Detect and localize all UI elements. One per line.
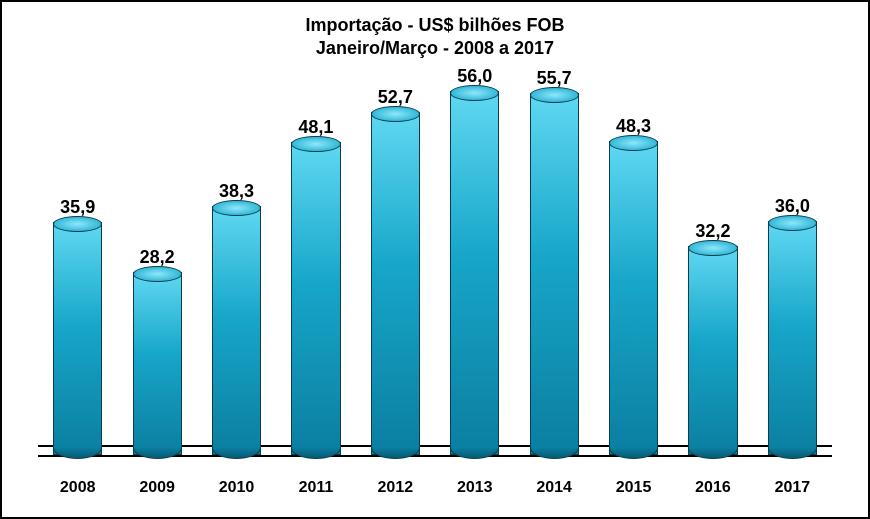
bar-slot: 32,2 [673,65,752,455]
bar [450,91,499,455]
bar [53,222,102,455]
bars-row: 35,9 28,2 38,3 48,1 52,7 56,0 55,7 48,3 32,2 36,0 [38,65,832,457]
bar [688,246,737,455]
chart-frame: Importação - US$ bilhões FOB Janeiro/Mar… [0,0,870,519]
category-label: 2016 [673,479,752,497]
bar-slot: 56,0 [435,65,514,455]
category-label: 2010 [197,479,276,497]
bar-slot: 55,7 [514,65,593,455]
bar [291,142,340,455]
chart-title-line2: Janeiro/Março - 2008 a 2017 [38,37,832,60]
category-label: 2015 [594,479,673,497]
category-label: 2009 [117,479,196,497]
bar-slot: 36,0 [753,65,832,455]
bar-slot: 28,2 [117,65,196,455]
bar [609,141,658,455]
category-label: 2017 [753,479,832,497]
bar-value-label: 36,0 [775,196,810,217]
bar-value-label: 48,3 [616,116,651,137]
chart-title: Importação - US$ bilhões FOB Janeiro/Mar… [38,14,832,59]
plot-area: 35,9 28,2 38,3 48,1 52,7 56,0 55,7 48,3 32,2 36,0… [38,65,832,497]
bar-slot: 35,9 [38,65,117,455]
bar [768,221,817,455]
bar-slot: 48,3 [594,65,673,455]
chart-title-line1: Importação - US$ bilhões FOB [38,14,832,37]
bar-slot: 52,7 [356,65,435,455]
category-label: 2012 [356,479,435,497]
bar-value-label: 56,0 [457,66,492,87]
bar [530,93,579,455]
bar-value-label: 28,2 [140,247,175,268]
category-label: 2014 [514,479,593,497]
bar-value-label: 38,3 [219,181,254,202]
bar-value-label: 55,7 [537,68,572,89]
bar-value-label: 32,2 [695,221,730,242]
bar [371,112,420,455]
bar-value-label: 35,9 [60,197,95,218]
bar-value-label: 52,7 [378,87,413,108]
bar [212,206,261,455]
bar-slot: 38,3 [197,65,276,455]
categories-row: 2008200920102011201220132014201520162017 [38,479,832,497]
bar [133,272,182,455]
category-label: 2008 [38,479,117,497]
bar-slot: 48,1 [276,65,355,455]
category-label: 2011 [276,479,355,497]
category-label: 2013 [435,479,514,497]
bar-value-label: 48,1 [298,117,333,138]
